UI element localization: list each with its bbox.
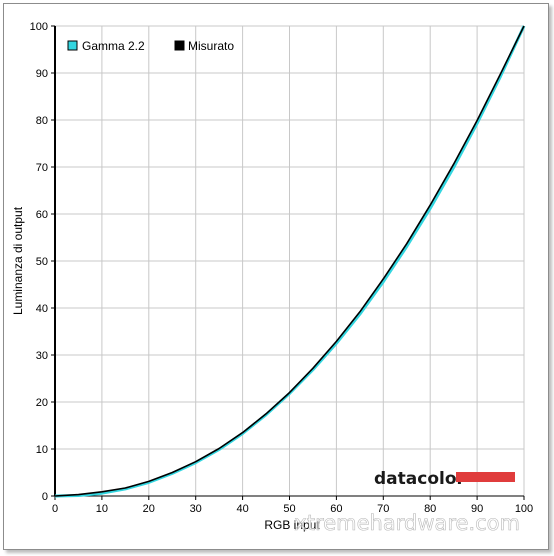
legend-label-gamma: Gamma 2.2 [82,39,145,53]
legend: Gamma 2.2 Misurato [67,39,234,53]
y-tick-label: 80 [36,115,48,127]
legend-label-misurato: Misurato [188,39,234,53]
x-tick-label: 40 [236,503,248,515]
watermark: xtremehardware.com [294,511,520,535]
y-tick-label: 100 [30,21,48,33]
y-axis-title: Luminanza di output [11,206,25,315]
chart-frame [3,3,549,550]
x-tick-label: 30 [190,503,202,515]
x-tick-label: 60 [330,503,342,515]
datacolor-logo-text: datacolor [374,469,466,489]
y-tick-label: 30 [36,350,48,362]
y-tick-label: 0 [42,491,48,503]
datacolor-logo-bar [456,472,515,482]
y-tick-label: 20 [36,397,48,409]
y-tick-label: 60 [36,209,48,221]
y-tick-label: 90 [36,68,48,80]
x-tick-label: 50 [283,503,295,515]
y-tick-label: 50 [36,256,48,268]
x-axis-title: RGB input [264,518,320,532]
series-lines [54,25,526,498]
grid [51,25,525,500]
x-tick-label: 0 [52,503,58,515]
x-tick-labels: 0 10 20 30 40 50 60 70 80 90 100 [52,503,533,515]
x-tick-label: 100 [515,503,533,515]
x-tick-label: 90 [471,503,483,515]
x-tick-label: 10 [96,503,108,515]
y-tick-label: 70 [36,162,48,174]
legend-swatch-misurato [174,40,185,51]
datacolor-logo: datacolor [374,469,515,489]
legend-swatch-gamma [67,40,78,51]
y-tick-label: 40 [36,303,48,315]
series-line-misurato [54,25,525,497]
x-tick-label: 20 [143,503,155,515]
x-tick-label: 80 [424,503,436,515]
y-tick-label: 10 [36,444,48,456]
y-tick-labels: 0 10 20 30 40 50 60 70 80 90 100 [30,21,48,503]
x-tick-label: 70 [377,503,389,515]
